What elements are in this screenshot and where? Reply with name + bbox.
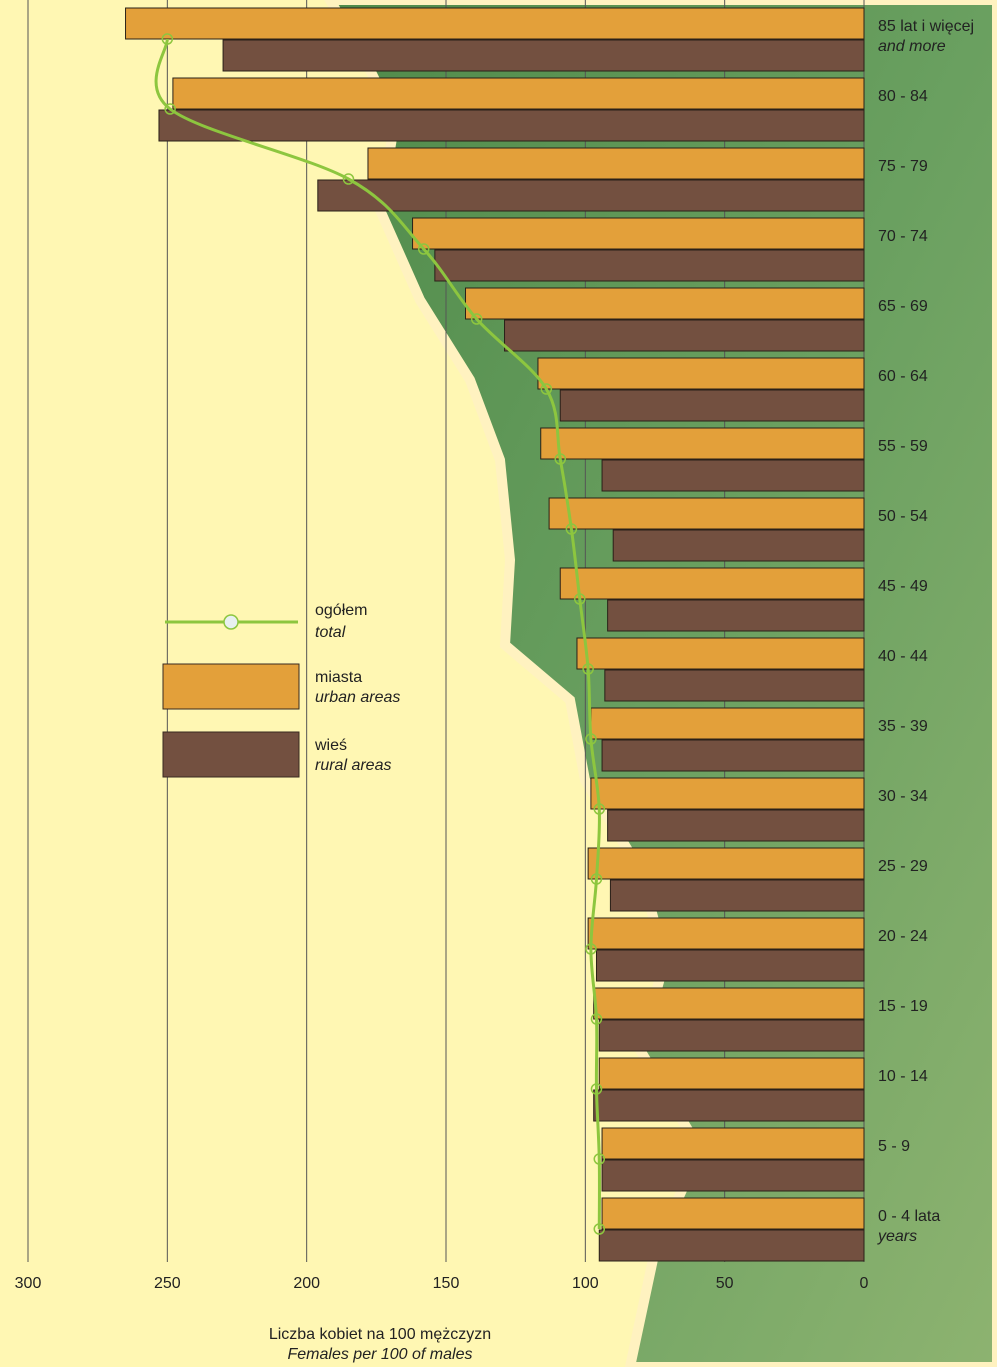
bar [598,1019,865,1052]
legend-label: miasta [315,669,362,686]
y-tick-label: 40 - 44 [878,648,928,665]
bar [504,319,865,352]
total-marker [565,523,578,535]
total-marker [574,593,586,605]
total-marker [161,33,174,45]
legend-swatch [162,663,300,710]
y-tick-label: 70 - 74 [878,228,928,245]
bar [598,1057,865,1090]
bar [412,217,865,250]
total-marker [417,243,430,255]
total-marker [590,1083,603,1095]
x-tick-label: 300 [15,1275,42,1292]
line-layer [154,33,606,1235]
bar [576,637,865,670]
y-tick-label: 25 - 29 [878,858,928,875]
bar [559,567,865,600]
legend-label: rural areas [315,757,391,774]
total-marker [590,1013,603,1025]
y-tick-label: 5 - 9 [878,1138,910,1155]
bar [612,529,865,562]
y-tick-label: 45 - 49 [878,578,928,595]
bar [559,389,865,422]
x-tick-label: 50 [716,1275,734,1292]
y-tick-label: 60 - 64 [878,368,928,385]
legend: ogółem total miasta urban areas wieś rur… [162,602,400,778]
y-tick-sublabel: years [877,1228,917,1245]
bar [590,777,865,810]
legend-swatch [162,731,300,778]
x-axis-label: Liczba kobiet na 100 mężczyzn [269,1326,491,1343]
x-tick-label: 150 [433,1275,460,1292]
y-tick-label: 10 - 14 [878,1068,928,1085]
y-tick-label: 50 - 54 [878,508,928,525]
bar [595,949,865,982]
total-marker [593,1223,606,1235]
bar [601,1127,865,1160]
legend-label: total [315,624,346,641]
bar [593,1089,865,1122]
y-tick-label: 80 - 84 [878,88,928,105]
x-axis-label: Females per 100 of males [288,1346,473,1363]
bar [367,147,865,180]
total-line [154,38,601,1230]
bar [548,497,865,530]
y-tick-label: 75 - 79 [878,158,928,175]
total-marker [585,943,597,955]
bar [604,669,865,702]
y-tick-sublabel: and more [878,38,946,55]
bar [609,879,865,912]
total-marker [164,103,176,115]
bar [587,917,865,950]
bar [158,109,865,142]
legend-label: urban areas [315,689,400,706]
bar [601,1197,865,1230]
y-tick-label: 20 - 24 [878,928,928,945]
total-marker [585,733,597,745]
bar [537,357,865,390]
x-tick-label: 0 [860,1275,869,1292]
bar [598,1229,865,1262]
y-tick-label: 35 - 39 [878,718,928,735]
bar [601,1159,865,1192]
y-tick-label: 85 lat i więcej [878,18,974,35]
total-marker [582,663,594,675]
y-tick-label: 15 - 19 [878,998,928,1015]
bar [465,287,865,320]
bar [317,179,865,212]
bar [607,809,865,842]
bar [540,427,865,460]
bar [222,39,865,72]
total-marker [593,1153,606,1165]
x-tick-label: 200 [293,1275,320,1292]
y-tick-label: 55 - 59 [878,438,928,455]
total-marker [342,173,355,185]
bar [593,987,865,1020]
bar [601,739,865,772]
x-tick-label: 100 [572,1275,599,1292]
bars [125,7,865,1262]
bar [434,249,865,282]
legend-label: wieś [314,737,347,754]
total-marker [470,313,483,325]
bar [607,599,865,632]
bar [590,707,865,740]
total-marker [540,383,553,395]
x-tick-label: 250 [154,1275,181,1292]
y-tick-label: 65 - 69 [878,298,928,315]
bar [601,459,865,492]
total-marker [590,873,603,885]
labels: 300 250 200 150 100 50 0 85 lat i więcej and mor… [15,18,974,1292]
total-marker [593,803,606,815]
total-marker [554,453,567,465]
y-tick-label: 30 - 34 [878,788,928,805]
bar [172,77,865,110]
bar [125,7,865,40]
legend-marker [223,614,239,630]
legend-label: ogółem [315,602,367,619]
bar [587,847,865,880]
y-tick-label: 0 - 4 lata [878,1208,940,1225]
